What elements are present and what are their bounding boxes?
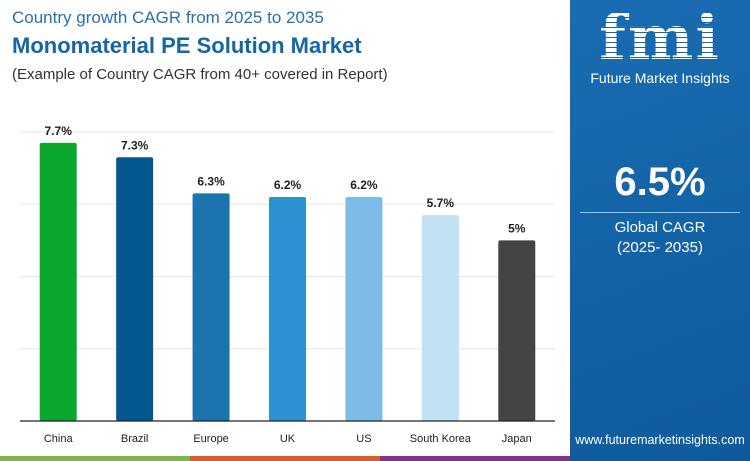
x-tick-label: Europe	[193, 433, 228, 445]
logo-subtitle: Future Market Insights	[590, 70, 730, 86]
data-label: 6.3%	[197, 174, 225, 188]
chart-note: (Example of Country CAGR from 40+ covere…	[12, 66, 388, 83]
x-tick-label: US	[356, 433, 371, 445]
chart-subtitle-top: Country growth CAGR from 2025 to 2035	[12, 8, 324, 27]
bar-south-korea	[421, 215, 459, 421]
bar-europe	[192, 193, 230, 421]
strip-orange	[190, 456, 380, 461]
website-link[interactable]: www.futuremarketinsights.com	[575, 433, 745, 447]
chart-title: Monomaterial PE Solution Market	[12, 33, 362, 58]
fmi-logo: fmi	[570, 7, 750, 69]
data-label: 5%	[508, 221, 526, 235]
strip-green	[0, 456, 190, 461]
data-label: 6.2%	[274, 178, 302, 192]
divider	[580, 212, 740, 213]
x-tick-label: Brazil	[121, 433, 149, 445]
data-label: 7.3%	[121, 138, 149, 152]
bar-uk	[269, 197, 306, 421]
x-tick-label: China	[44, 433, 74, 445]
global-cagr-period: (2025- 2035)	[617, 239, 703, 256]
side-panel: fmi Future Market Insights 6.5% Global C…	[570, 0, 750, 461]
bar-us	[345, 197, 383, 421]
strip-purple	[380, 456, 570, 461]
data-label: 5.7%	[427, 196, 455, 210]
x-tick-label: South Korea	[410, 433, 472, 445]
bar-china	[39, 142, 77, 421]
x-tick-label: UK	[280, 433, 296, 445]
bar-japan	[498, 240, 536, 421]
global-cagr-label: Global CAGR	[614, 219, 706, 236]
x-tick-label: Japan	[502, 433, 532, 445]
bar-brazil	[116, 157, 154, 421]
data-label: 6.2%	[350, 178, 378, 192]
global-cagr-value: 6.5%	[614, 160, 706, 204]
bar-chart: 7.7% China 7.3% Brazil 6.3% Europe 6.2% UK 6.2% U…	[20, 124, 555, 445]
data-label: 7.7%	[45, 124, 73, 138]
